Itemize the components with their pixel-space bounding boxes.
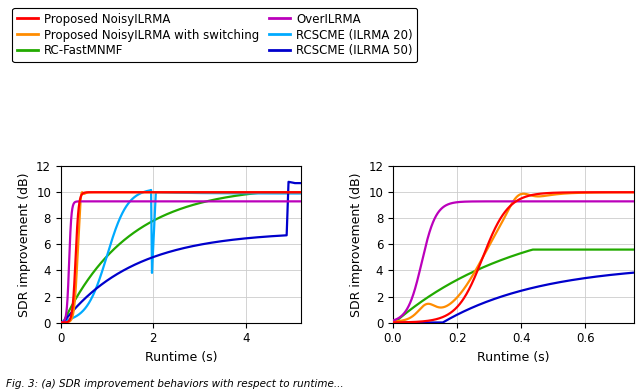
Y-axis label: SDR improvement (dB): SDR improvement (dB) [17, 172, 31, 317]
X-axis label: Runtime (s): Runtime (s) [477, 351, 550, 364]
Text: Fig. 3: (a) SDR improvement behaviors with respect to runtime...: Fig. 3: (a) SDR improvement behaviors wi… [6, 379, 344, 389]
Legend: Proposed NoisyILRMA, Proposed NoisyILRMA with switching, RC-FastMNMF, OverILRMA,: Proposed NoisyILRMA, Proposed NoisyILRMA… [12, 8, 417, 62]
X-axis label: Runtime (s): Runtime (s) [145, 351, 218, 364]
Y-axis label: SDR improvement (dB): SDR improvement (dB) [349, 172, 363, 317]
